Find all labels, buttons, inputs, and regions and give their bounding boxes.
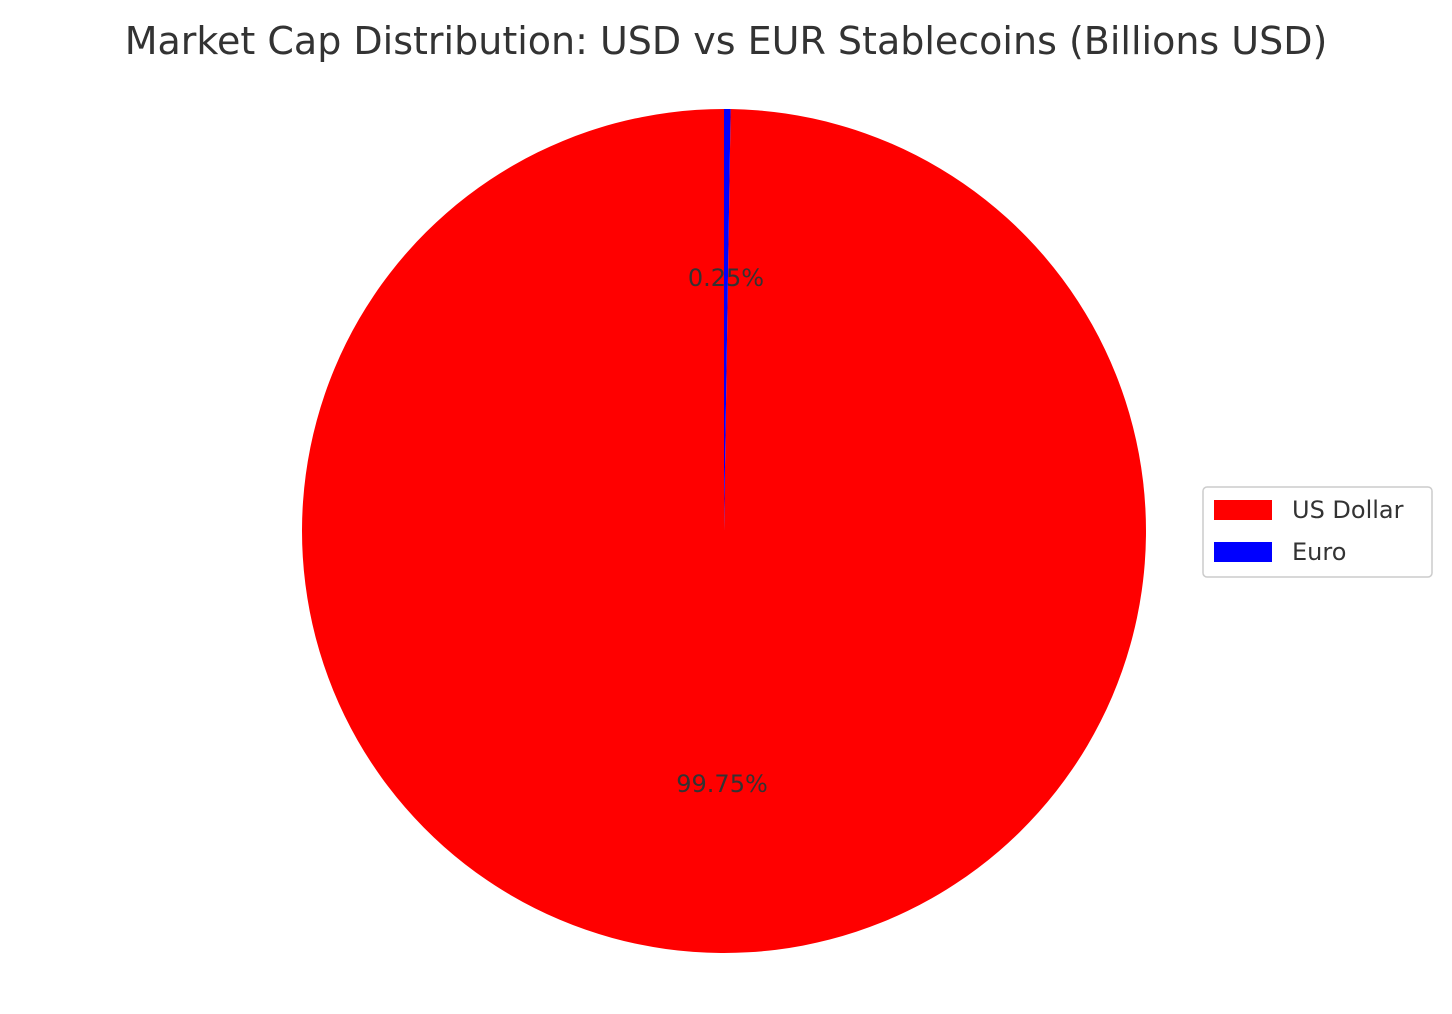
legend-swatch-us-dollar bbox=[1214, 500, 1272, 520]
legend-label-euro: Euro bbox=[1292, 538, 1346, 566]
percent-label-us-dollar: 99.75% bbox=[676, 770, 768, 798]
chart-title: Market Cap Distribution: USD vs EUR Stab… bbox=[125, 19, 1328, 63]
pie-slice-us-dollar bbox=[301, 109, 1146, 953]
legend: US Dollar Euro bbox=[1202, 486, 1433, 578]
legend-label-us-dollar: US Dollar bbox=[1292, 496, 1404, 524]
pie-percent-labels: 99.75% 0.25% bbox=[676, 264, 768, 798]
percent-label-euro: 0.25% bbox=[688, 264, 764, 292]
legend-swatch-euro bbox=[1214, 542, 1272, 562]
pie-slice-euro bbox=[724, 109, 731, 531]
pie-slices bbox=[301, 109, 1146, 953]
